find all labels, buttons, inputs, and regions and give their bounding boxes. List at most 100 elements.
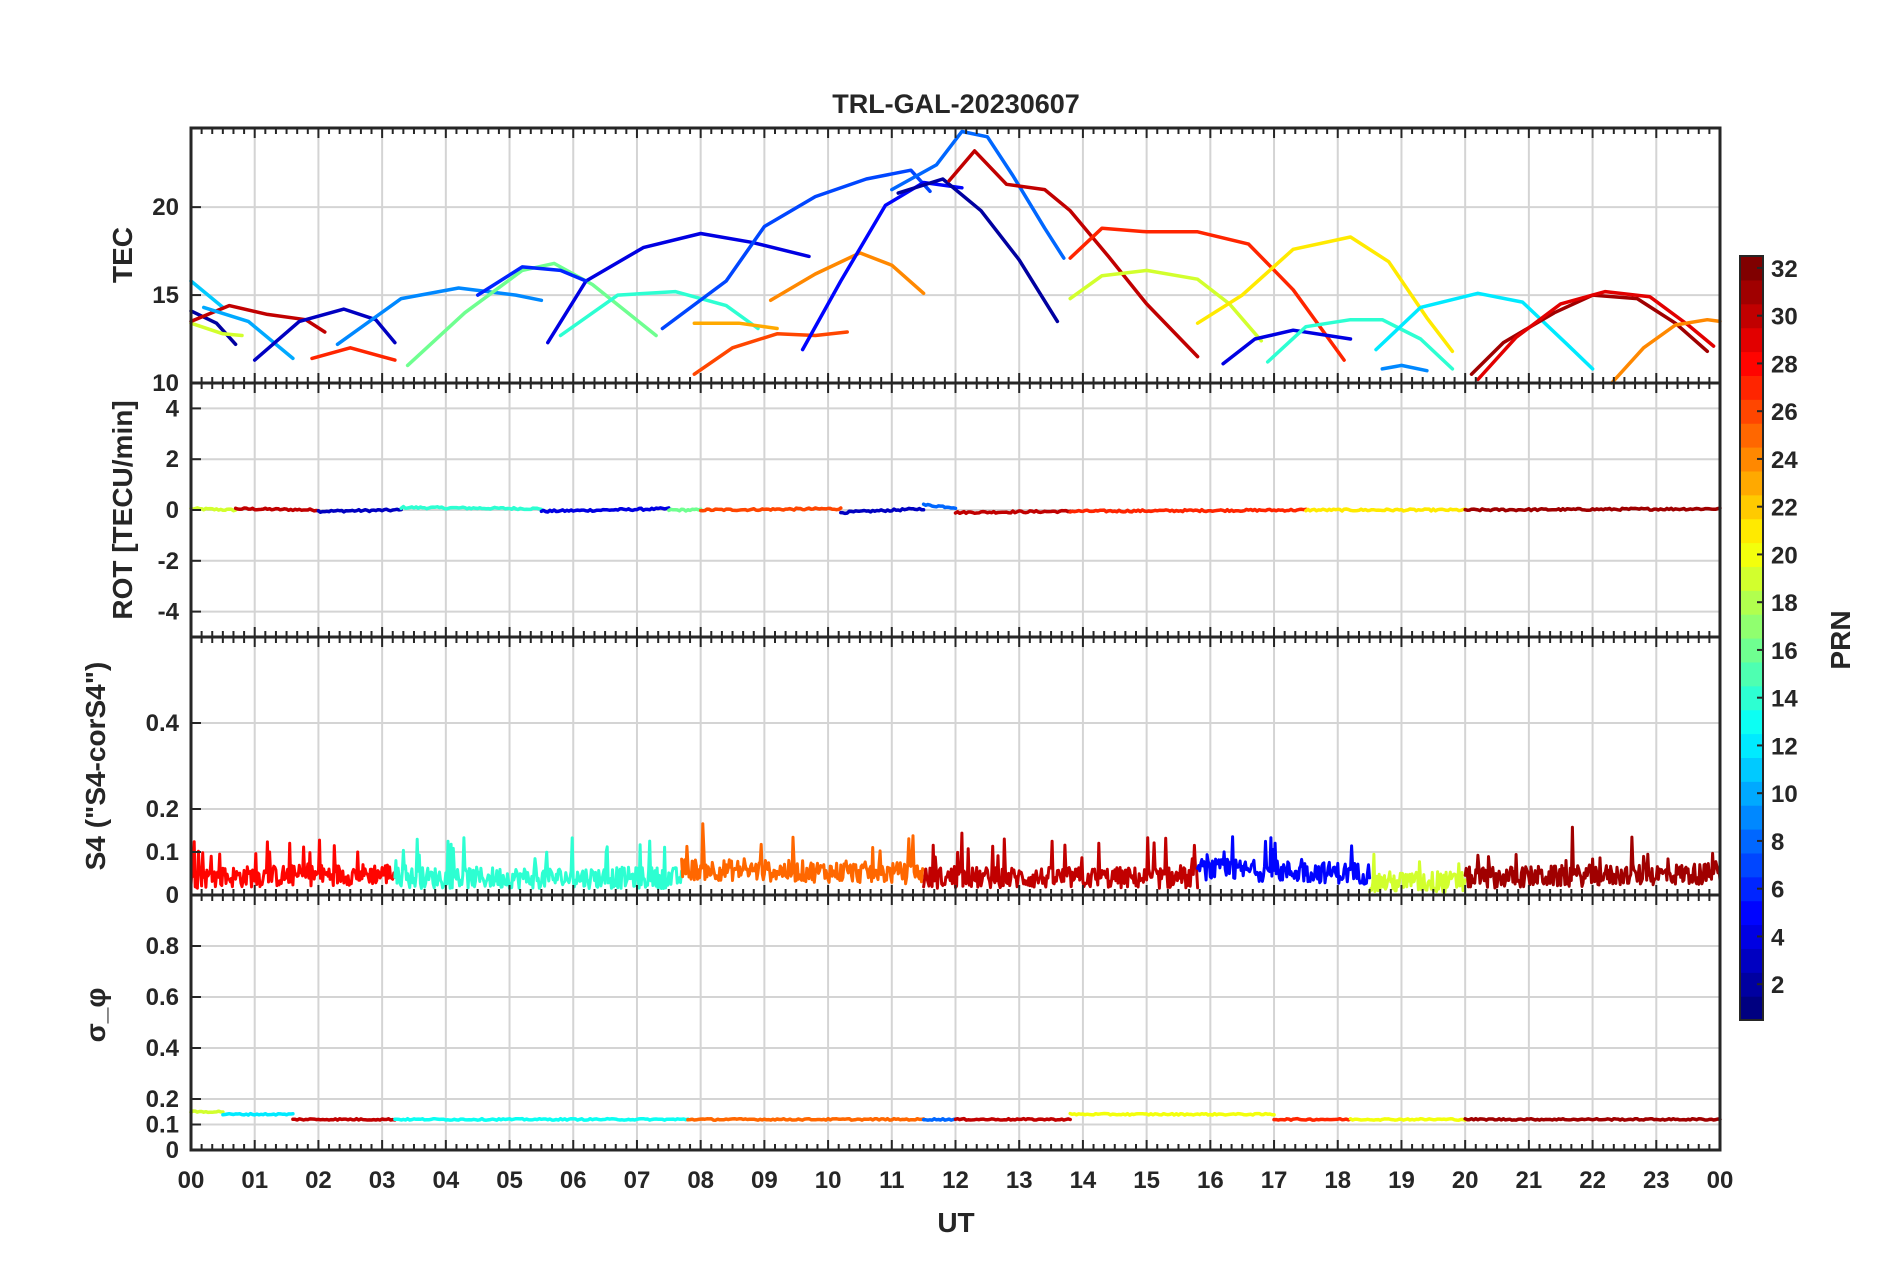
series-group (189, 129, 1722, 385)
colorbar-tick-label: 14 (1771, 686, 1798, 713)
series-line-prn-9 (335, 286, 544, 347)
x-tick-label: 22 (1579, 1167, 1606, 1194)
colorbar-swatch (1740, 566, 1763, 591)
series-line-prn-5 (1196, 835, 1372, 886)
y-axis-label: TEC (107, 227, 138, 283)
grid-lines (190, 128, 1721, 384)
series-line-prn-19 (1368, 852, 1467, 894)
colorbar-swatch (1740, 447, 1763, 472)
series-line-prn-4 (539, 506, 671, 514)
x-tick-label: 00 (1707, 1167, 1734, 1194)
colorbar-tick-label: 26 (1771, 399, 1798, 426)
series-line-prn-10 (201, 305, 295, 361)
panel-s4: 0 0.1 0.2 0.4 S4 ("S4-corS4") (80, 635, 1722, 909)
series-line-prn-23 (692, 321, 779, 331)
colorbar-swatch (1740, 733, 1763, 758)
x-tick-label: 16 (1197, 1167, 1224, 1194)
series-line-prn-31 (1463, 1116, 1722, 1122)
series-line-prn-31 (1463, 825, 1722, 890)
series-line-prn-30 (291, 1116, 397, 1122)
colorbar-swatch (1740, 399, 1763, 424)
series-line-prn-12 (1374, 291, 1595, 371)
series-line-prn-30 (953, 1116, 1072, 1122)
x-tick-label: 01 (241, 1167, 268, 1194)
colorbar-tick-label: 8 (1771, 829, 1784, 856)
x-tick-marks (190, 128, 1721, 383)
y-tick-label: 2 (166, 446, 179, 473)
y-tick-label: 0.6 (146, 984, 179, 1011)
colorbar-swatch (1740, 948, 1763, 973)
x-tick-label: 12 (942, 1167, 969, 1194)
x-tick-label: 23 (1643, 1167, 1670, 1194)
colorbar-tick-label: 24 (1771, 447, 1798, 474)
y-tick-label: 0 (166, 882, 179, 909)
series-line-prn-21 (1195, 235, 1455, 354)
series-line-prn-30 (233, 506, 321, 513)
y-tick-label: -4 (158, 599, 180, 626)
colorbar-swatch (1740, 470, 1763, 496)
colorbar-swatch (1740, 924, 1763, 949)
series-line-prn-20 (1348, 1116, 1467, 1122)
colorbar-swatch (1740, 638, 1763, 663)
series-line-prn-27 (1272, 1116, 1353, 1122)
colorbar-swatch (1740, 327, 1763, 353)
y-tick-label: 20 (152, 194, 179, 221)
series-line-prn-11 (189, 279, 225, 310)
series-line-prn-2 (896, 177, 1060, 324)
x-tick-label: 05 (496, 1167, 523, 1194)
series-group (189, 822, 1722, 894)
x-tick-label: 13 (1006, 1167, 1033, 1194)
colorbar-swatch (1740, 279, 1763, 305)
series-line-prn-3 (252, 307, 397, 362)
colorbar-tick-label: 4 (1771, 924, 1785, 951)
series-group (189, 502, 1722, 516)
series-line-prn-6 (475, 265, 588, 297)
y-tick-label: 0 (166, 1137, 179, 1164)
series-line-prn-14 (558, 289, 760, 338)
y-tick-label: 0.4 (146, 1035, 180, 1062)
series-line-prn-19 (189, 321, 244, 338)
series-line-prn-25 (686, 1116, 926, 1122)
series-line-prn-16 (667, 507, 703, 513)
x-tick-label: 17 (1261, 1167, 1288, 1194)
series-line-prn-20 (1068, 1111, 1276, 1117)
series-line-prn-9 (1380, 363, 1429, 373)
colorbar-swatch (1740, 614, 1763, 639)
series-line-prn-5 (800, 180, 964, 352)
y-tick-label: 0.2 (146, 1086, 179, 1113)
series-line-prn-12 (221, 1111, 295, 1117)
colorbar-swatch (1740, 876, 1763, 902)
x-tick-label: 06 (560, 1167, 587, 1194)
series-line-prn-4 (1221, 328, 1353, 366)
series-line-prn-19 (189, 506, 238, 513)
series-line-prn-31 (1469, 293, 1710, 376)
colorbar-swatch (1740, 518, 1763, 544)
colorbar-tick-label: 28 (1771, 351, 1798, 378)
series-line-prn-7 (660, 168, 932, 331)
colorbar-swatch (1740, 256, 1763, 281)
series-line-prn-26 (692, 330, 849, 376)
series-line-prn-24 (768, 251, 926, 303)
panel-tec: 10 15 20 TEC (107, 126, 1722, 397)
series-line-prn-28 (189, 838, 397, 890)
panel-sigma-phi: 00.10.2 0.4 0.6 0.8 σ_φ (80, 893, 1722, 1164)
series-line-prn-26 (698, 506, 843, 513)
series-line-prn-14 (393, 836, 684, 890)
y-tick-label: 0.2 (146, 796, 179, 823)
colorbar-tick-label: 32 (1771, 256, 1798, 283)
colorbar-swatch (1740, 805, 1763, 830)
series-line-prn-8 (921, 1117, 958, 1122)
series-line-prn-14 (1265, 317, 1455, 371)
y-tick-label: 0.8 (146, 933, 179, 960)
series-line-prn-24 (1609, 317, 1722, 385)
series-line-prn-25 (680, 822, 926, 886)
x-tick-label: 21 (1516, 1167, 1543, 1194)
series-line-prn-2 (189, 309, 238, 347)
y-tick-label: 4 (166, 395, 180, 422)
x-tick-label: 02 (305, 1167, 332, 1194)
series-line-prn-3 (316, 507, 403, 514)
series-line-prn-27 (1068, 226, 1346, 362)
